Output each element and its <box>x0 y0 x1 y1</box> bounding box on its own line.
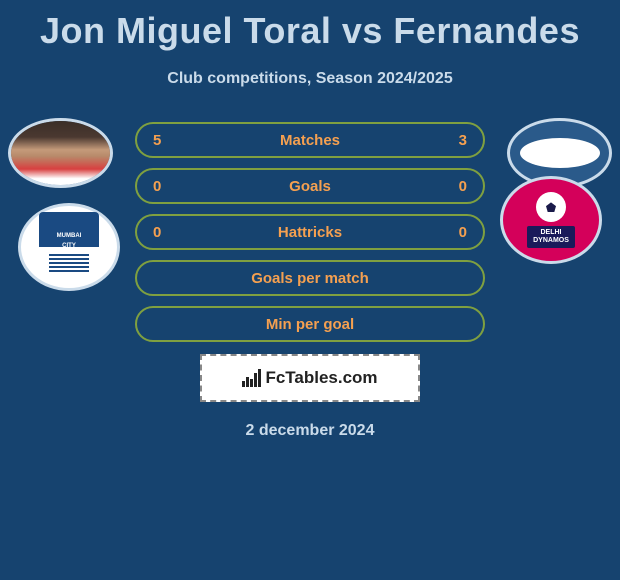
stat-row-matches: 5 Matches 3 <box>135 122 485 158</box>
player-left-column: 57 <box>8 118 113 188</box>
delhi-shield-icon: DELHI DYNAMOS <box>516 185 586 255</box>
subtitle: Club competitions, Season 2024/2025 <box>0 70 620 88</box>
stat-label: Goals <box>193 178 427 195</box>
comparison-panel: 57 MUMBAI CITY FC DELHI DYNAMOS <box>0 118 620 440</box>
stat-row-hattricks: 0 Hattricks 0 <box>135 214 485 250</box>
club-badge-right: DELHI DYNAMOS <box>500 176 602 264</box>
club-right-line1: DELHI <box>533 229 569 237</box>
club-right-line2: DYNAMOS <box>533 237 569 245</box>
player-photo-icon <box>11 121 110 185</box>
stat-label: Goals per match <box>193 270 427 287</box>
club-badge-left-wrap: MUMBAI CITY FC <box>18 203 120 291</box>
club-right-banner: DELHI DYNAMOS <box>527 226 575 247</box>
football-icon <box>536 192 566 222</box>
branding-box: FcTables.com <box>200 354 420 402</box>
bar-chart-icon <box>242 369 261 387</box>
branding-text: FcTables.com <box>265 368 377 388</box>
avatar-left: 57 <box>8 118 113 188</box>
stats-table: 5 Matches 3 0 Goals 0 0 Hattricks 0 Goal… <box>135 118 485 342</box>
page-title: Jon Miguel Toral vs Fernandes <box>0 0 620 52</box>
stat-label: Hattricks <box>193 224 427 241</box>
stat-right-value: 0 <box>427 178 467 195</box>
stat-right-value: 3 <box>427 132 467 149</box>
stat-row-min-per-goal: Min per goal <box>135 306 485 342</box>
club-left-line1: MUMBAI <box>57 229 82 239</box>
stat-right-value: 0 <box>427 224 467 241</box>
stat-row-goals: 0 Goals 0 <box>135 168 485 204</box>
stat-left-value: 5 <box>153 132 193 149</box>
club-badge-right-wrap: DELHI DYNAMOS <box>500 176 602 264</box>
stat-row-goals-per-match: Goals per match <box>135 260 485 296</box>
club-left-line2: CITY <box>62 239 76 249</box>
date-text: 2 december 2024 <box>0 422 620 440</box>
mumbai-shield-icon: MUMBAI CITY FC <box>39 212 99 282</box>
stat-label: Matches <box>193 132 427 149</box>
mumbai-stripes-icon <box>49 254 89 274</box>
stat-label: Min per goal <box>193 316 427 333</box>
player-placeholder-icon <box>520 138 600 168</box>
stat-left-value: 0 <box>153 224 193 241</box>
stat-left-value: 0 <box>153 178 193 195</box>
club-badge-left: MUMBAI CITY FC <box>18 203 120 291</box>
